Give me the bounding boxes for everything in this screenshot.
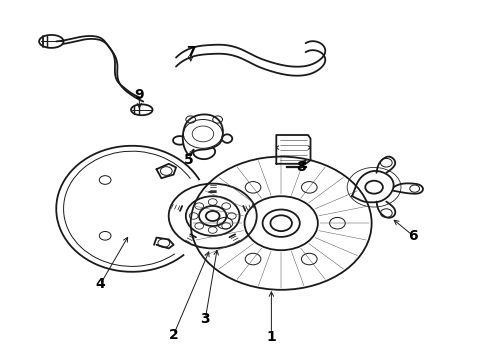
Text: 4: 4 bbox=[95, 278, 105, 291]
Text: 6: 6 bbox=[407, 229, 417, 243]
Text: 8: 8 bbox=[295, 161, 305, 174]
Text: 5: 5 bbox=[183, 153, 193, 167]
Text: 7: 7 bbox=[185, 45, 195, 59]
Text: 2: 2 bbox=[168, 328, 178, 342]
Text: 3: 3 bbox=[200, 312, 210, 325]
Text: 9: 9 bbox=[134, 89, 144, 102]
Text: 1: 1 bbox=[266, 330, 276, 343]
